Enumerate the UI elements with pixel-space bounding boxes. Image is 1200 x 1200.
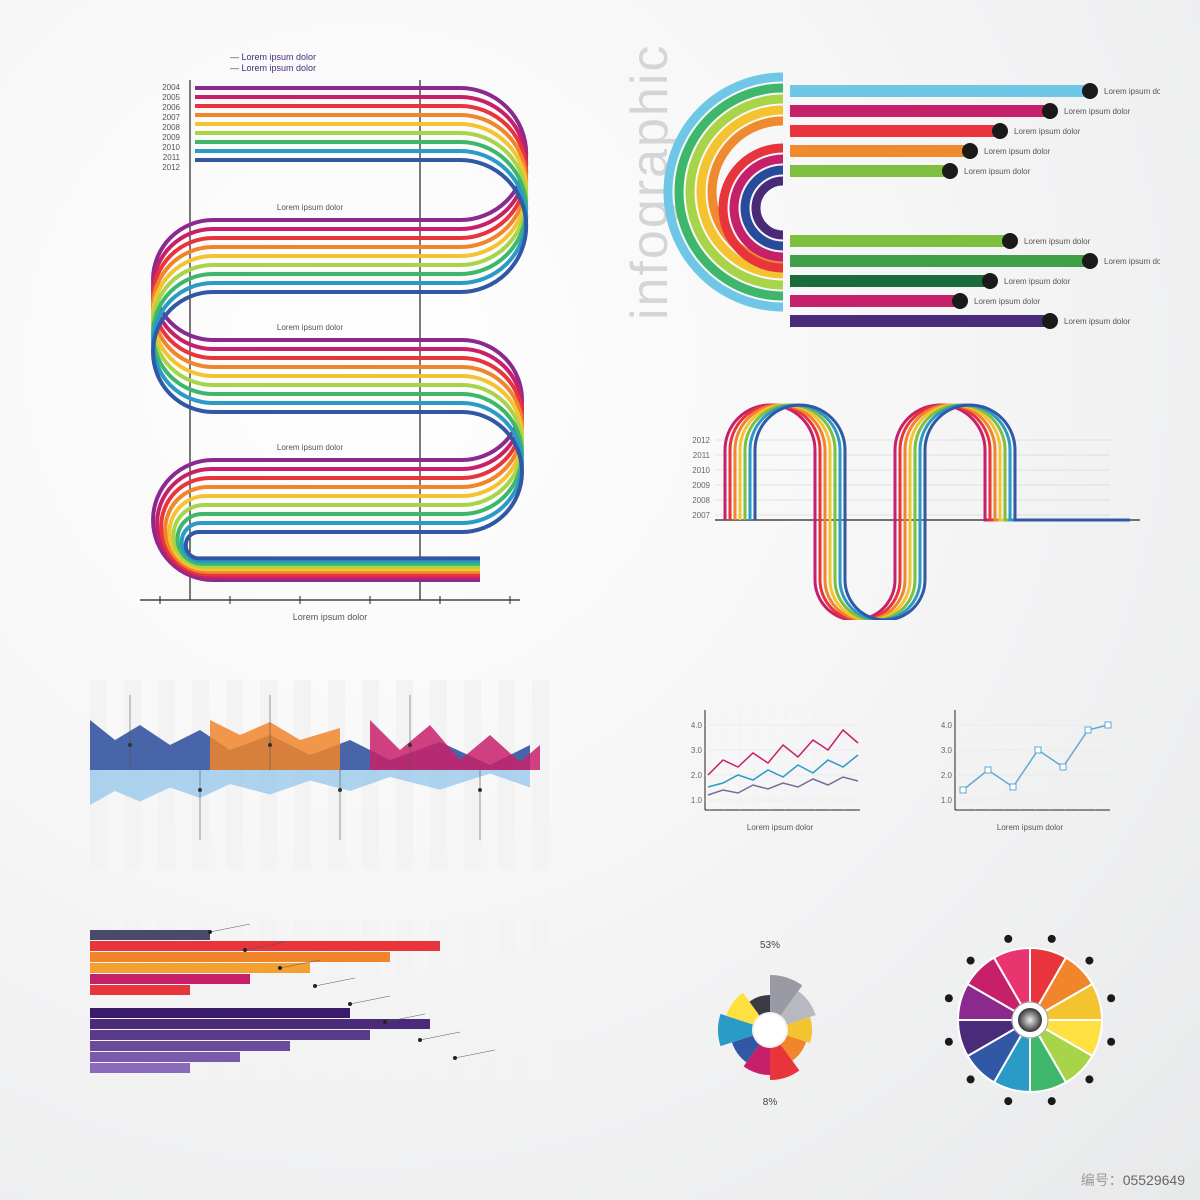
svg-text:Lorem ipsum dolor: Lorem ipsum dolor <box>1104 87 1160 96</box>
svg-text:3.0: 3.0 <box>941 746 953 755</box>
svg-text:Lorem ipsum dolor: Lorem ipsum dolor <box>277 323 344 332</box>
svg-text:— Lorem ipsum dolor: — Lorem ipsum dolor <box>230 52 316 62</box>
svg-text:Lorem ipsum dolor: Lorem ipsum dolor <box>747 823 814 832</box>
svg-text:Lorem ipsum dolor: Lorem ipsum dolor <box>984 147 1051 156</box>
svg-text:2008: 2008 <box>692 496 710 505</box>
svg-text:4.0: 4.0 <box>691 721 703 730</box>
svg-text:2011: 2011 <box>693 451 711 460</box>
svg-text:Lorem ipsum dolor: Lorem ipsum dolor <box>293 612 368 622</box>
svg-text:3.0: 3.0 <box>691 746 703 755</box>
svg-text:8%: 8% <box>763 1097 778 1108</box>
svg-text:2010: 2010 <box>162 143 180 152</box>
svg-text:53%: 53% <box>760 940 780 951</box>
svg-text:Lorem ipsum dolor: Lorem ipsum dolor <box>1024 237 1091 246</box>
svg-text:Lorem ipsum dolor: Lorem ipsum dolor <box>277 203 344 212</box>
svg-text:2009: 2009 <box>692 481 710 490</box>
svg-text:2011: 2011 <box>163 153 181 162</box>
svg-text:2007: 2007 <box>162 113 180 122</box>
svg-text:— Lorem ipsum dolor: — Lorem ipsum dolor <box>230 63 316 73</box>
svg-text:2008: 2008 <box>162 123 180 132</box>
svg-text:Lorem ipsum dolor: Lorem ipsum dolor <box>1004 277 1071 286</box>
snake-chart: — Lorem ipsum dolor— Lorem ipsum dolor Lo… <box>80 40 620 640</box>
area-chart <box>90 680 560 880</box>
stacked-bars-chart <box>90 920 560 1090</box>
svg-text:2010: 2010 <box>692 466 710 475</box>
svg-text:Lorem ipsum dolor: Lorem ipsum dolor <box>1064 107 1131 116</box>
svg-text:2006: 2006 <box>162 103 180 112</box>
svg-text:2.0: 2.0 <box>941 771 953 780</box>
svg-text:2012: 2012 <box>692 436 710 445</box>
radial-chart: 53% 8% <box>680 930 860 1110</box>
color-wheel <box>930 920 1130 1120</box>
svg-text:4.0: 4.0 <box>941 721 953 730</box>
watermark-id: 05529649 <box>1123 1172 1185 1188</box>
svg-text:2005: 2005 <box>162 93 180 102</box>
svg-text:2012: 2012 <box>162 163 180 172</box>
svg-text:1.0: 1.0 <box>941 796 953 805</box>
svg-text:Lorem ipsum dolor: Lorem ipsum dolor <box>1104 257 1160 266</box>
svg-text:Lorem ipsum dolor: Lorem ipsum dolor <box>964 167 1031 176</box>
watermark: 编号：05529649 <box>1081 1170 1185 1190</box>
svg-text:2007: 2007 <box>692 511 710 520</box>
linechart-right: 4.0 3.0 2.0 1.0 Lorem ipsum dolor <box>930 700 1130 850</box>
svg-text:1.0: 1.0 <box>691 796 703 805</box>
arc-bars-chart: Lorem ipsum dolor Lorem ipsum dolor Lorem … <box>640 50 1160 370</box>
watermark-prefix: 编号： <box>1081 1172 1123 1188</box>
svg-text:Lorem ipsum dolor: Lorem ipsum dolor <box>997 823 1064 832</box>
svg-text:Lorem ipsum dolor: Lorem ipsum dolor <box>1014 127 1081 136</box>
svg-text:2004: 2004 <box>162 83 180 92</box>
humps-chart: 2012 2011 2010 2009 2008 2007 <box>670 400 1150 620</box>
svg-text:Lorem ipsum dolor: Lorem ipsum dolor <box>974 297 1041 306</box>
linechart-left: 4.0 3.0 2.0 1.0 Lorem ipsum dolor <box>680 700 880 850</box>
svg-text:Lorem ipsum dolor: Lorem ipsum dolor <box>1064 317 1131 326</box>
svg-text:2009: 2009 <box>162 133 180 142</box>
svg-text:2.0: 2.0 <box>691 771 703 780</box>
svg-text:Lorem ipsum dolor: Lorem ipsum dolor <box>277 443 344 452</box>
